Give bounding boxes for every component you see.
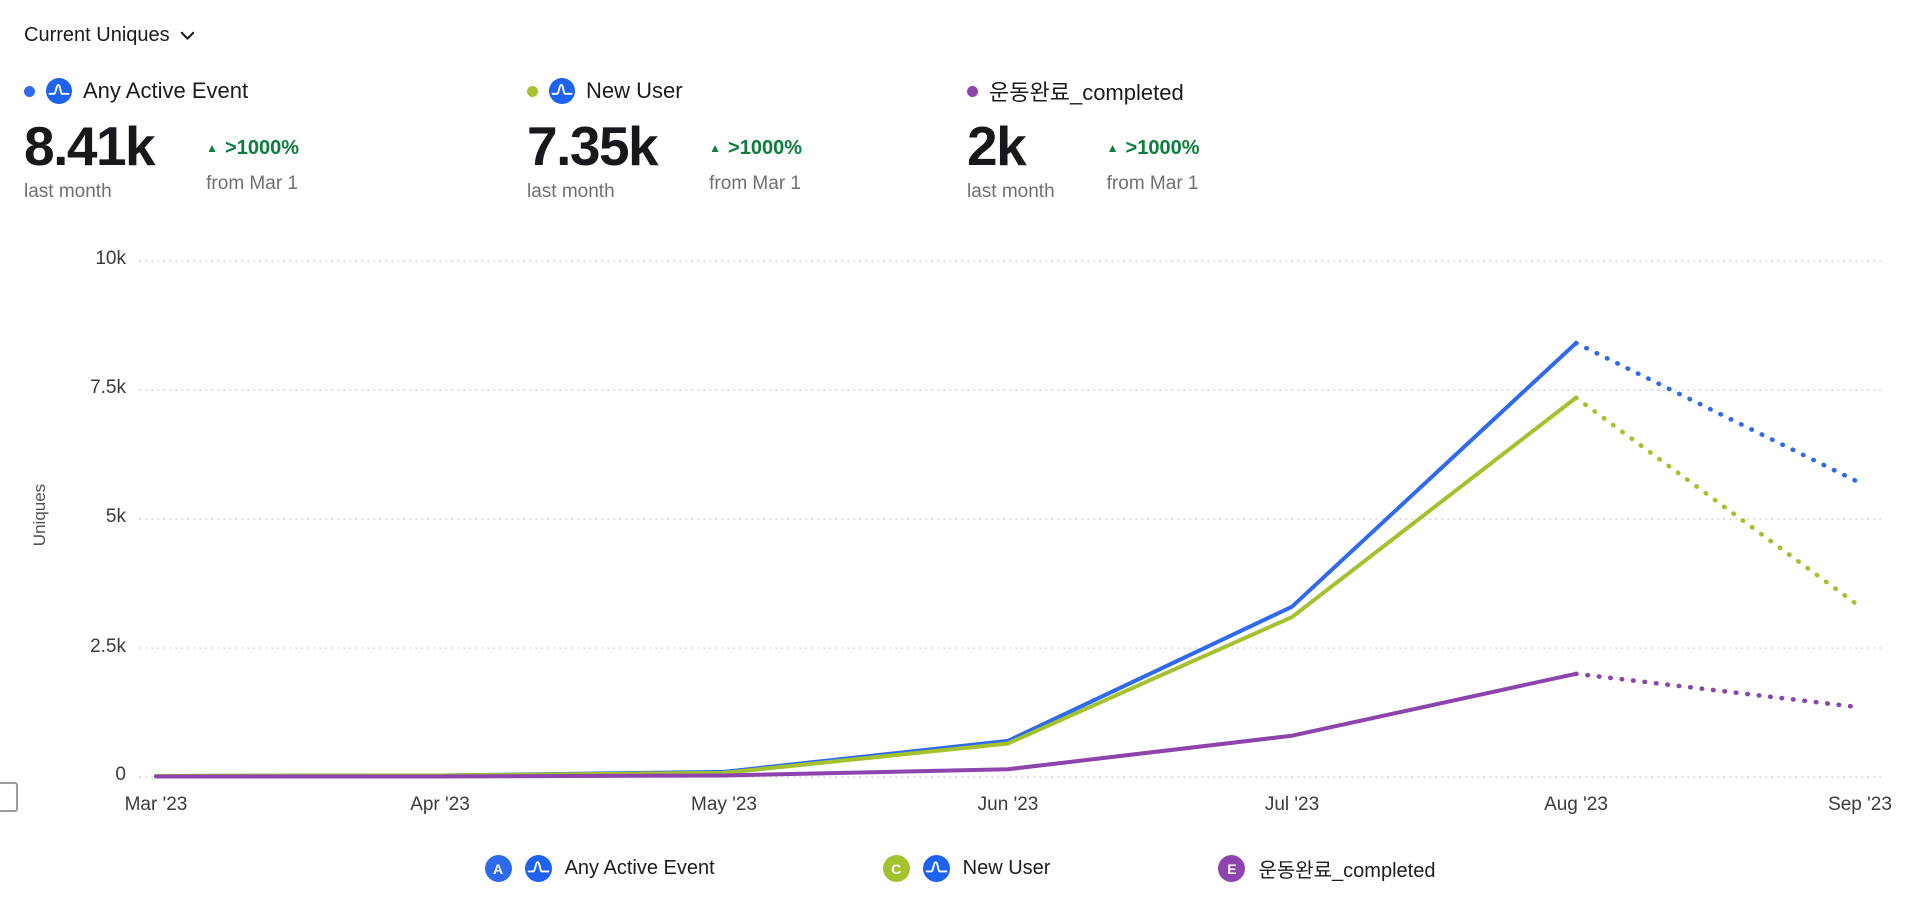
y-axis-label: 7.5k <box>90 377 126 398</box>
amplitude-logo-icon <box>524 855 552 882</box>
metric-name: 운동완료_completed <box>989 80 1184 105</box>
x-axis-label: Jul '23 <box>1264 794 1320 815</box>
trend-up-icon: ▲ <box>709 140 722 155</box>
series-color-dot <box>24 85 35 97</box>
metric-header[interactable]: Any Active Event <box>24 76 299 106</box>
amplitude-logo-icon <box>46 78 72 104</box>
y-axis-label: 2.5k <box>90 636 126 657</box>
metric-header[interactable]: 운동완료_completed <box>967 76 1200 106</box>
legend-item-any-active-event[interactable]: A Any Active Event <box>484 855 715 882</box>
series-color-dot <box>967 85 978 97</box>
chart-scroll-handle[interactable] <box>0 782 18 812</box>
x-axis-label: May '23 <box>691 794 757 815</box>
metric-name: Any Active Event <box>83 78 249 103</box>
x-axis-label: Sep '23 <box>1828 794 1892 815</box>
y-axis-label: 0 <box>115 764 126 785</box>
metric-selector[interactable]: Current Uniques <box>24 24 195 47</box>
metric-change-caption: from Mar 1 <box>1106 173 1199 194</box>
series-letter-badge: E <box>1218 855 1246 882</box>
metric-selector-label: Current Uniques <box>24 24 170 46</box>
series-letter-badge: A <box>484 855 512 882</box>
series-line-projection-New User[interactable] <box>1573 395 1863 610</box>
x-axis-label: Apr '23 <box>410 794 470 815</box>
metric-change-caption: from Mar 1 <box>709 173 801 194</box>
metric-value: 8.41k <box>24 115 156 177</box>
metric-value: 7.35k <box>527 115 659 177</box>
series-color-dot <box>527 85 538 97</box>
trend-up-icon: ▲ <box>206 140 219 155</box>
metric-name: New User <box>586 78 683 103</box>
amplitude-logo-icon <box>549 78 575 104</box>
legend-label: 운동완료_completed <box>1258 860 1436 882</box>
amplitude-logo-icon <box>922 855 950 882</box>
metric-value: 2k <box>967 115 1027 177</box>
legend-label: New User <box>962 857 1051 879</box>
metric-value-caption: last month <box>24 181 112 203</box>
metric-change: >1000% <box>728 137 802 159</box>
summary-card-new-user: New User 7.35k last month ▲ >1000% from … <box>527 76 802 203</box>
series-line-projection-Any Active Event[interactable] <box>1573 340 1863 486</box>
series-line-projection-운동완료_completed[interactable] <box>1573 671 1863 710</box>
summary-card-any-active-event: Any Active Event 8.41k last month ▲ >100… <box>24 76 299 203</box>
metric-value-caption: last month <box>527 181 615 203</box>
legend-item-workout-completed[interactable]: E 운동완료_completed <box>1218 854 1435 883</box>
x-axis-label: Mar '23 <box>124 794 188 815</box>
legend-item-new-user[interactable]: C New User <box>882 855 1051 882</box>
summary-card-workout-completed: 운동완료_completed 2k last month ▲ >1000% fr… <box>967 76 1200 203</box>
trend-up-icon: ▲ <box>1106 140 1119 155</box>
x-axis-label: Jun '23 <box>977 794 1039 815</box>
x-axis-label: Aug '23 <box>1544 794 1608 815</box>
metric-change: >1000% <box>1125 137 1200 159</box>
series-letter-badge: C <box>882 855 910 882</box>
chart-legend: A Any Active Event C New User E 운동완료_com… <box>0 854 1920 883</box>
metric-change: >1000% <box>225 137 299 159</box>
y-axis-label: 5k <box>105 506 126 527</box>
series-line-운동완료_completed[interactable] <box>154 671 1578 779</box>
y-axis-label: 10k <box>95 248 126 269</box>
chevron-down-icon <box>180 31 195 41</box>
metric-change-caption: from Mar 1 <box>206 173 298 194</box>
legend-label: Any Active Event <box>564 857 715 879</box>
metric-value-caption: last month <box>967 181 1055 203</box>
series-line-Any Active Event[interactable] <box>154 341 1578 778</box>
metric-header[interactable]: New User <box>527 76 802 106</box>
